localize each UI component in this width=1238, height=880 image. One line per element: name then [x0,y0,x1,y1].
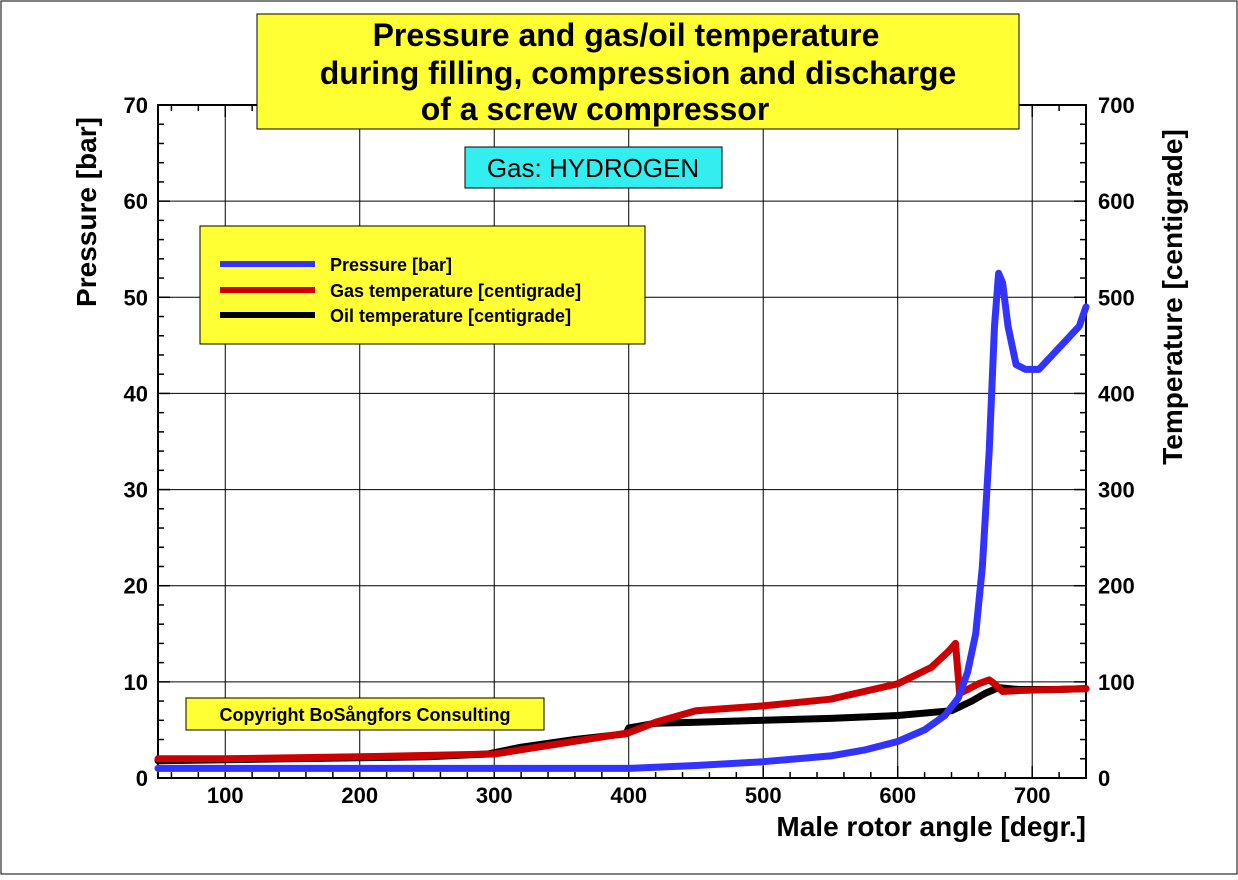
x-tick-label-200: 200 [341,783,378,808]
y-left-tick-label-0: 0 [136,766,148,791]
y-right-tick-label-600: 600 [1098,189,1135,214]
x-tick-label-700: 700 [1014,783,1051,808]
x-tick-label-600: 600 [879,783,916,808]
y-left-tick-label-30: 30 [124,478,148,503]
y-right-tick-label-200: 200 [1098,574,1135,599]
y-right-tick-label-0: 0 [1098,766,1110,791]
y-right-tick-label-500: 500 [1098,285,1135,310]
y-right-tick-label-100: 100 [1098,670,1135,695]
y-right-tick-label-700: 700 [1098,93,1135,118]
y-left-tick-label-50: 50 [124,285,148,310]
legend-label-oil-temperature: Oil temperature [centigrade] [330,306,571,326]
y-left-tick-label-40: 40 [124,381,148,406]
subtitle-box [464,146,723,189]
legend-label-gas-temperature: Gas temperature [centigrade] [330,281,581,301]
y-left-tick-label-60: 60 [124,189,148,214]
y-axis-left-title: Pressure [bar] [71,117,102,307]
chart-title-line-1: Pressure and gas/oil temperature [373,17,880,53]
legend-label-pressure: Pressure [bar] [330,255,452,275]
x-tick-label-100: 100 [207,783,244,808]
series-lines [154,269,1090,772]
y-left-tick-label-70: 70 [124,93,148,118]
x-tick-label-300: 300 [476,783,513,808]
y-right-tick-label-300: 300 [1098,478,1135,503]
x-tick-label-400: 400 [610,783,647,808]
copyright-box [185,697,545,731]
copyright-annotation: Copyright BoSångfors Consulting [220,705,511,725]
y-left-tick-label-20: 20 [124,574,148,599]
x-tick-label-500: 500 [745,783,782,808]
gas-temperature-line [154,639,1090,763]
x-axis-title: Male rotor angle [degr.] [776,811,1086,842]
chart-title-line-2: during filling, compression and discharg… [320,55,957,91]
title-box [256,13,1020,130]
y-left-tick-label-10: 10 [124,670,148,695]
chart-title-line-3: of a screw compressor [421,91,770,127]
y-axis-right-title: Temperature [centigrade] [1157,129,1188,465]
pressure-line [154,269,1090,772]
legend-box [199,225,646,345]
y-right-tick-label-400: 400 [1098,381,1135,406]
chart-subtitle: Gas: HYDROGEN [487,153,699,183]
